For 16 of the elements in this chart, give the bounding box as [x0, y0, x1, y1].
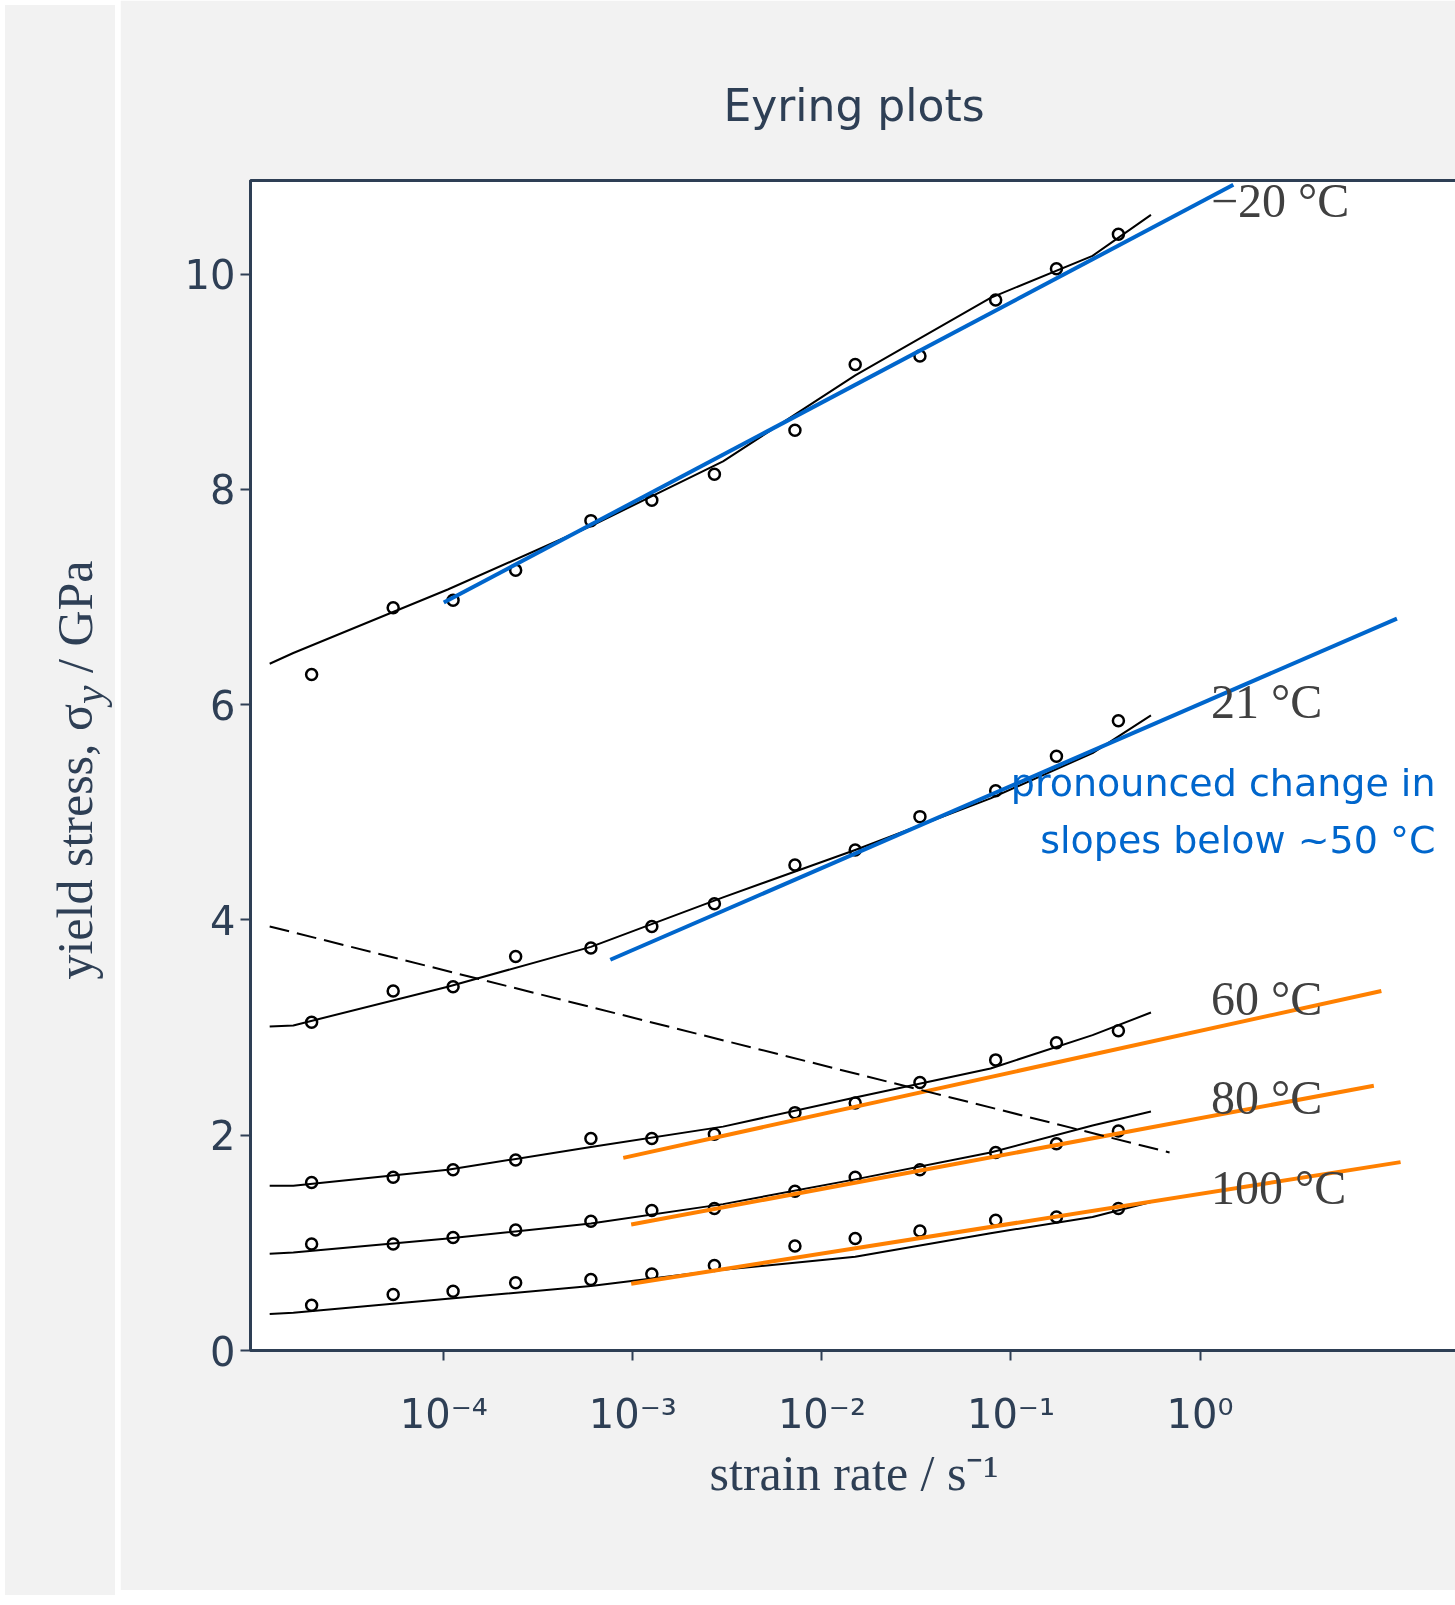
series-label: −20 °C — [1210, 174, 1350, 228]
y-tick-label: 4 — [210, 897, 236, 944]
y-tick-label: 10 — [184, 252, 236, 299]
annotation: pronounced change in slopes below ~50 °C — [1010, 760, 1436, 862]
x-tick-label: 10⁻⁴ — [399, 1390, 488, 1437]
chart-title: Eyring plots — [723, 79, 985, 131]
y-tick-label: 8 — [210, 467, 236, 514]
y-tick-label: 6 — [210, 682, 236, 729]
x-tick-label: 10⁻² — [777, 1390, 866, 1437]
y-tick-label: 0 — [210, 1328, 236, 1375]
y-tick-label: 2 — [210, 1113, 236, 1160]
x-axis-title: strain rate / s⁻¹ — [709, 1444, 999, 1501]
series-label: 21 °C — [1210, 674, 1323, 728]
x-tick-label: 10⁻¹ — [966, 1390, 1055, 1437]
x-tick-label: 10⁻³ — [588, 1390, 677, 1437]
x-tick-label: 10⁰ — [1166, 1390, 1234, 1437]
